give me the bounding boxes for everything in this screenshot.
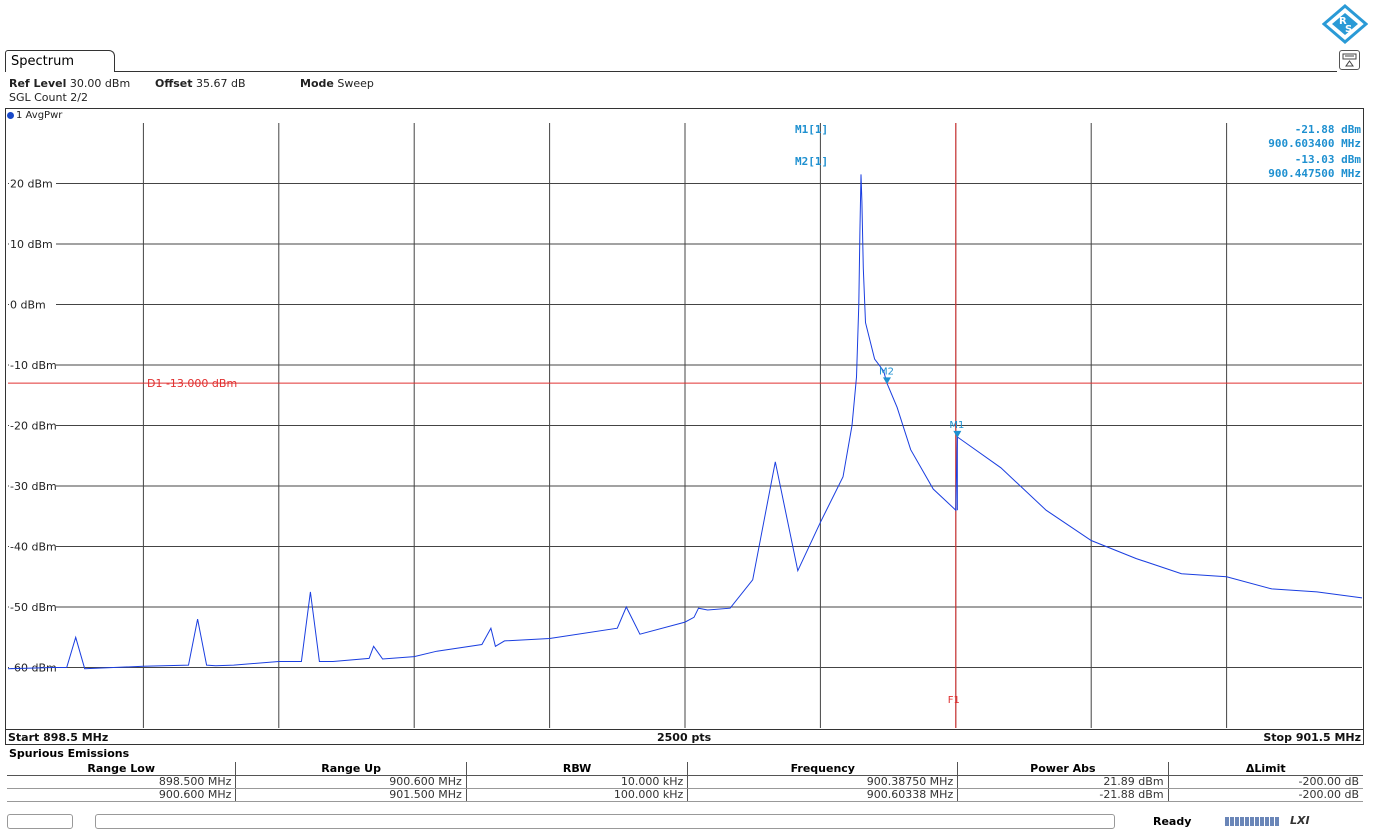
status-message-field [95, 814, 1115, 829]
y-tick-label-bg [9, 661, 56, 674]
trace-label: 1 AvgPwr [16, 110, 63, 121]
m1-readout-level: -21.88 dBm [1295, 123, 1362, 136]
m1-readout-freq: 900.603400 MHz [1268, 137, 1361, 150]
table-row: 898.500 MHz 900.600 MHz 10.000 kHz 900.3875… [7, 775, 1363, 789]
svg-text:R: R [1339, 16, 1347, 27]
status-ready: Ready [1153, 815, 1192, 828]
table-cell: 10.000 kHz [466, 775, 689, 789]
spurious-table: Range Low Range Up RBW Frequency Power Abs ΔL… [7, 762, 1363, 802]
spur-col-header: Power Abs [957, 762, 1169, 776]
table-cell: 901.500 MHz [235, 788, 467, 802]
table-cell: 900.60338 MHz [687, 788, 959, 802]
progress-bar [1225, 817, 1280, 826]
table-cell: 900.600 MHz [235, 775, 467, 789]
mode-label: Mode [300, 77, 334, 90]
stop-frequency: Stop 901.5 MHz [1263, 731, 1361, 744]
y-tick-label-bg [9, 359, 56, 371]
y-tick-label-bg [9, 601, 56, 613]
mode-value: Sweep [337, 77, 374, 90]
y-tick-label-bg [9, 238, 56, 250]
offset-value: 35.67 dB [196, 77, 246, 90]
m2-readout-level: -13.03 dBm [1295, 153, 1362, 166]
ref-level-value: 30.00 dBm [69, 77, 131, 90]
lxi-icon: LXI [1290, 814, 1310, 827]
y-tick-label: 10 dBm [10, 238, 53, 251]
spur-col-header: Range Up [235, 762, 467, 776]
m2-marker-tag: M2 [879, 366, 894, 377]
y-tick-label-bg [9, 298, 56, 311]
status-field-left [7, 814, 73, 829]
rohde-schwarz-logo: R S [1322, 4, 1368, 44]
y-tick-label-bg [9, 419, 56, 432]
y-tick-label: -20 dBm [10, 420, 57, 433]
table-cell: 900.600 MHz [7, 788, 237, 802]
table-cell: 900.38750 MHz [687, 775, 959, 789]
spurious-title: Spurious Emissions [9, 747, 130, 760]
y-tick-label: -10 dBm [10, 359, 57, 372]
ref-level-label: Ref Level [9, 77, 67, 90]
tab-spectrum[interactable]: Spectrum [5, 50, 115, 72]
table-cell: -21.88 dBm [957, 788, 1169, 802]
m2-readout-label: M2[1] [795, 155, 828, 168]
trace-1-avgpwr [7, 174, 1363, 670]
table-cell: 100.000 kHz [466, 788, 689, 802]
y-tick-label-bg [9, 480, 56, 492]
y-tick-labels: 20 dBm 10 dBm 0 dBm -10 dBm -20 dBm -30 dBm -4… [9, 177, 57, 675]
d1-limit-label: D1 -13.000 dBm [147, 377, 237, 390]
m2-marker-icon [882, 377, 891, 385]
sweep-points: 2500 pts [657, 731, 712, 744]
m2-readout-freq: 900.447500 MHz [1268, 167, 1361, 180]
sgl-count: SGL Count 2/2 [9, 91, 88, 104]
spur-col-header: Frequency [687, 762, 959, 776]
m1-marker-icon [953, 430, 962, 438]
m1-marker-tag: M1 [949, 420, 964, 431]
mode: Mode Sweep [300, 77, 374, 90]
offset: Offset 35.67 dB [155, 77, 246, 90]
table-cell: 898.500 MHz [7, 775, 237, 789]
diagram-frame [5, 108, 1364, 745]
trace-indicator: 1 AvgPwr [7, 110, 62, 121]
y-tick-label: 0 dBm [10, 299, 46, 312]
ref-level: Ref Level 30.00 dBm [9, 77, 130, 90]
y-tick-label-bg [9, 177, 56, 190]
keyboard-toggle-icon[interactable] [1339, 50, 1360, 70]
y-tick-label: -50 dBm [10, 601, 57, 614]
status-bar: Ready LXI [5, 812, 1364, 830]
y-tick-label: -30 dBm [10, 480, 57, 493]
trace-dot-icon [7, 112, 14, 119]
table-cell: -200.00 dB [1168, 788, 1363, 802]
offset-label: Offset [155, 77, 193, 90]
spur-col-header: Range Low [7, 762, 237, 776]
svg-text:S: S [1345, 24, 1352, 35]
y-tick-label: -40 dBm [10, 541, 57, 554]
y-tick-label-bg [9, 540, 56, 553]
table-row: 900.600 MHz 901.500 MHz 100.000 kHz 900.603… [7, 788, 1363, 802]
spur-col-header: ΔLimit [1168, 762, 1363, 776]
table-cell: 21.89 dBm [957, 775, 1169, 789]
spur-col-header: RBW [466, 762, 689, 776]
frequency-axis-bar: Start 898.5 MHz 2500 pts Stop 901.5 MHz [5, 729, 1364, 745]
tab-divider [115, 71, 1337, 72]
y-tick-label: 20 dBm [10, 178, 53, 191]
m1-readout-label: M1[1] [795, 123, 828, 136]
f1-label: F1 [948, 695, 960, 706]
table-cell: -200.00 dB [1168, 775, 1363, 789]
plot-grid [8, 123, 1362, 728]
start-frequency: Start 898.5 MHz [8, 731, 109, 744]
